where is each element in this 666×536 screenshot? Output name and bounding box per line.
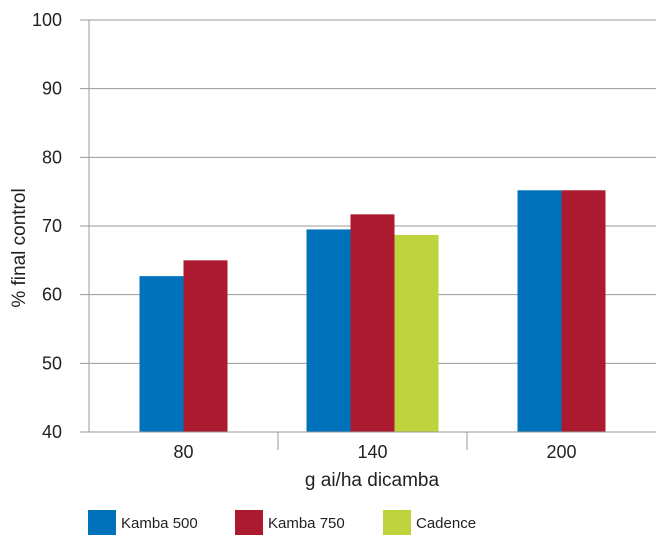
legend-swatch-cadence [383, 510, 411, 535]
y-axis-title: % final control [9, 188, 30, 307]
legend-swatch-kamba-750 [235, 510, 263, 535]
y-tick-label-60: 60 [42, 285, 62, 305]
legend-label-kamba-500: Kamba 500 [121, 515, 198, 532]
y-tick-label-70: 70 [42, 216, 62, 236]
y-tick-label-40: 40 [42, 422, 62, 442]
bar-kamba-750-140 [350, 214, 395, 432]
legend-label-cadence: Cadence [416, 515, 476, 532]
x-tick-label-200: 200 [546, 442, 576, 462]
legend: Kamba 500 Kamba 750 Cadence [88, 510, 476, 535]
bar-kamba-750-200 [561, 190, 606, 432]
y-tick-labels: 40 50 60 70 80 90 100 [32, 10, 62, 442]
y-tick-label-100: 100 [32, 10, 62, 30]
legend-label-kamba-750: Kamba 750 [268, 515, 345, 532]
x-tick-label-80: 80 [173, 442, 193, 462]
x-tick-label-140: 140 [357, 442, 387, 462]
bar-kamba-500-80 [139, 276, 184, 432]
bars [139, 190, 606, 432]
bar-cadence-140 [394, 234, 439, 432]
y-tick-label-50: 50 [42, 353, 62, 373]
y-tick-label-90: 90 [42, 79, 62, 99]
bar-kamba-750-80 [183, 260, 228, 432]
y-tick-label-80: 80 [42, 147, 62, 167]
axes [88, 20, 656, 450]
x-axis-title: g ai/ha dicamba [305, 470, 440, 491]
bar-kamba-500-200 [517, 190, 562, 432]
x-tick-labels: 80 140 200 [173, 442, 576, 462]
bar-kamba-500-140 [306, 229, 351, 432]
legend-swatch-kamba-500 [88, 510, 116, 535]
